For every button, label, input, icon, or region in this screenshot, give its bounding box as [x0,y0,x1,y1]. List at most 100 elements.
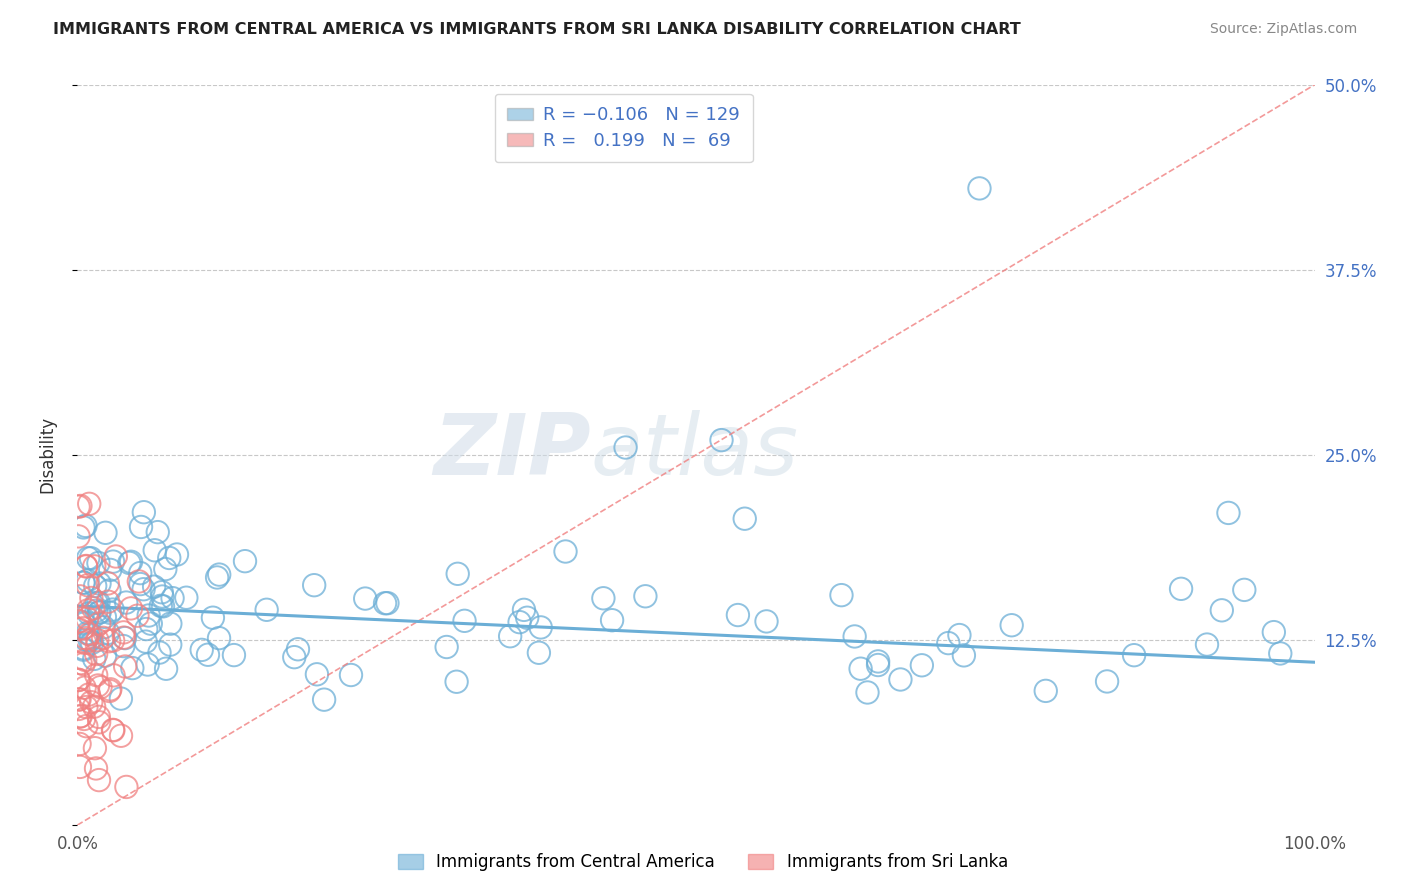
Point [866,658,889,673]
Point [69,656,91,670]
Point [1001,618,1024,632]
Point [755,615,778,629]
Point [118,556,141,570]
Point [69,737,91,751]
Point [79,633,101,648]
Point [86,639,108,653]
Point [139,616,162,631]
Point [201,610,224,624]
Point [67,702,90,716]
Point [197,648,219,662]
Text: atlas: atlas [591,409,799,492]
Point [509,615,531,629]
Point [516,611,538,625]
Point [115,596,138,610]
Point [1270,647,1292,661]
Point [710,433,733,447]
Point [150,585,173,599]
Point [340,668,363,682]
Point [72,575,94,590]
Point [166,548,188,562]
Point [129,577,152,591]
Point [73,616,96,631]
Point [89,715,111,730]
Point [77,603,100,617]
Point [84,668,107,682]
Point [129,520,152,534]
Point [77,688,100,702]
Point [453,614,475,628]
Point [91,631,114,645]
Point [76,574,98,588]
Point [377,596,399,610]
Point [120,555,142,569]
Point [73,712,96,726]
Point [302,578,325,592]
Point [83,559,105,574]
Point [75,519,97,533]
Point [1195,638,1218,652]
Point [1211,603,1233,617]
Point [143,543,166,558]
Point [115,780,138,794]
Point [83,652,105,666]
Point [146,525,169,540]
Point [77,607,100,621]
Point [856,685,879,699]
Point [89,616,111,631]
Point [72,575,94,590]
Point [305,667,328,681]
Point [969,181,991,195]
Point [76,626,98,640]
Point [953,648,976,663]
Point [513,603,536,617]
Point [72,657,94,671]
Text: Source: ZipAtlas.com: Source: ZipAtlas.com [1209,22,1357,37]
Point [89,576,111,591]
Point [77,551,100,566]
Point [82,601,104,615]
Point [84,579,107,593]
Point [256,603,278,617]
Point [830,588,852,602]
Point [75,632,97,647]
Point [162,591,184,606]
Point [132,505,155,519]
Point [69,590,91,604]
Point [128,574,150,589]
Point [112,631,135,645]
Point [101,555,124,569]
Point [1263,625,1285,640]
Point [868,655,890,669]
Point [72,621,94,635]
Point [69,499,91,513]
Point [98,583,121,598]
Point [1123,648,1146,663]
Point [110,729,132,743]
Point [84,761,107,775]
Point [97,595,120,609]
Point [83,741,105,756]
Point [75,631,97,645]
Point [208,567,231,582]
Point [80,695,103,709]
Text: IMMIGRANTS FROM CENTRAL AMERICA VS IMMIGRANTS FROM SRI LANKA DISABILITY CORRELAT: IMMIGRANTS FROM CENTRAL AMERICA VS IMMIG… [53,22,1021,37]
Point [67,673,90,687]
Point [97,576,120,591]
Point [73,681,96,695]
Point [734,512,756,526]
Point [136,657,159,672]
Point [67,692,90,706]
Point [80,551,103,566]
Point [94,525,117,540]
Point [87,606,110,620]
Point [94,648,117,663]
Point [499,629,522,643]
Point [98,634,121,648]
Point [98,682,121,697]
Text: ZIP: ZIP [433,409,591,492]
Point [233,554,256,568]
Point [936,636,959,650]
Point [67,529,90,543]
Point [73,636,96,650]
